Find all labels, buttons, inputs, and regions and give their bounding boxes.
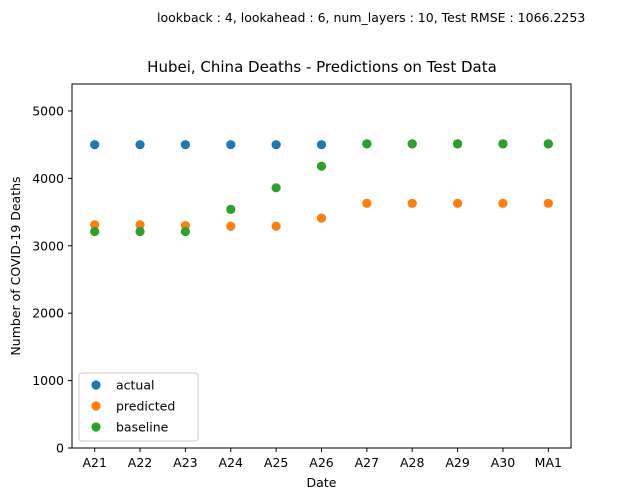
- legend-marker-predicted: [91, 401, 101, 411]
- legend-marker-baseline: [91, 422, 101, 432]
- legend-marker-actual: [91, 380, 101, 390]
- plot-area: 0 1000 2000 3000 4000 5000 A21 A22 A23 A24 A25 A26 A…: [32, 103, 562, 470]
- data-point-actual: [180, 140, 191, 150]
- plot-frame: [71, 83, 572, 449]
- data-point-baseline: [452, 139, 463, 149]
- legend-label-predicted: predicted: [116, 399, 175, 414]
- data-point-predicted: [226, 221, 236, 231]
- legend-label-actual: actual: [116, 378, 155, 393]
- data-point-predicted: [362, 198, 372, 208]
- data-point-baseline: [407, 139, 417, 149]
- x-tick-label: A22: [128, 455, 152, 470]
- x-tick-label: A28: [400, 455, 425, 470]
- figure-note: lookback : 4, lookahead : 6, num_layers …: [157, 10, 586, 25]
- x-tick-label: A25: [264, 455, 288, 470]
- y-tick-label: 4000: [32, 171, 64, 186]
- legend-label-baseline: baseline: [116, 420, 169, 435]
- x-tick-label: A29: [445, 455, 470, 470]
- data-point-actual: [135, 140, 145, 150]
- data-point-predicted: [543, 198, 553, 208]
- data-point-baseline: [271, 183, 281, 193]
- data-point-baseline: [226, 204, 236, 214]
- y-axis-label: Number of COVID-19 Deaths: [8, 176, 23, 355]
- x-tick-label: A30: [491, 455, 516, 470]
- data-point-actual: [226, 140, 236, 150]
- chart-title: Hubei, China Deaths - Predictions on Tes…: [147, 58, 497, 76]
- data-point-baseline: [543, 139, 553, 149]
- x-axis-label: Date: [307, 475, 337, 490]
- data-point-predicted: [316, 213, 327, 223]
- data-point-baseline: [362, 139, 372, 149]
- y-tick-label: 0: [56, 441, 64, 456]
- data-point-baseline: [498, 139, 508, 149]
- x-tick-label: MA1: [535, 455, 562, 470]
- data-point-predicted: [135, 220, 145, 230]
- y-tick-label: 1000: [32, 373, 64, 388]
- data-point-actual: [316, 140, 327, 150]
- x-tick-label: A26: [309, 455, 334, 470]
- legend-frame: [78, 372, 199, 442]
- data-point-baseline: [316, 161, 327, 171]
- data-point-baseline: [180, 226, 191, 237]
- data-point-predicted: [407, 198, 417, 208]
- x-tick-label: A23: [173, 455, 197, 470]
- data-point-predicted: [498, 198, 508, 208]
- x-tick-label: A24: [219, 455, 244, 470]
- y-tick-label: 3000: [32, 238, 64, 253]
- y-tick-label: 5000: [32, 103, 64, 118]
- data-point-predicted: [271, 221, 281, 231]
- data-point-predicted: [452, 198, 463, 208]
- x-tick-label: A27: [355, 455, 379, 470]
- data-point-actual: [90, 140, 100, 150]
- y-tick-label: 2000: [32, 306, 64, 321]
- data-point-predicted: [90, 220, 100, 230]
- data-point-actual: [271, 140, 281, 150]
- data-point-baseline: [135, 226, 145, 237]
- legend: actual predicted baseline: [78, 372, 199, 442]
- x-tick-label: A21: [82, 455, 106, 470]
- data-point-baseline: [90, 226, 100, 237]
